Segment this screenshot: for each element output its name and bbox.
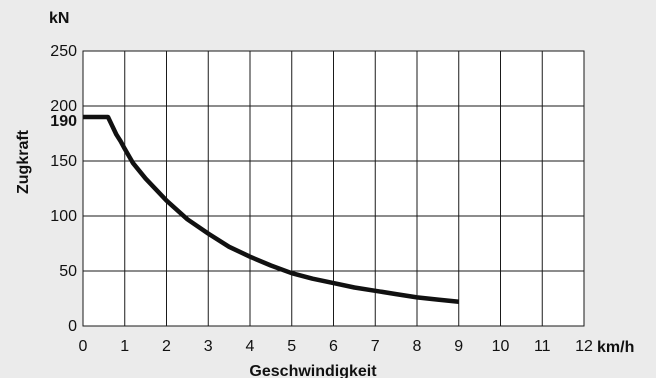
y-axis-title: Zugkraft <box>15 129 32 194</box>
x-tick-label: 8 <box>413 338 422 355</box>
x-unit-label: km/h <box>597 339 634 356</box>
y-tick-label: 200 <box>50 98 77 115</box>
x-axis-title: Geschwindigkeit <box>249 363 377 378</box>
x-tick-label: 7 <box>371 338 380 355</box>
x-tick-label: 10 <box>492 338 510 355</box>
x-tick-label: 6 <box>329 338 338 355</box>
y-tick-labels: 0 50 100 150 200 250 <box>50 43 77 335</box>
y-tick-label: 100 <box>50 208 77 225</box>
traction-curve <box>83 114 460 305</box>
x-tick-label: 0 <box>79 338 88 355</box>
x-tick-label: 12 <box>575 338 593 355</box>
x-tick-label: 2 <box>162 338 171 355</box>
grid-lines <box>83 51 584 326</box>
x-tick-label: 9 <box>454 338 463 355</box>
y-tick-label: 250 <box>50 43 77 60</box>
x-tick-label: 11 <box>534 338 551 355</box>
x-tick-label: 5 <box>287 338 296 355</box>
y-tick-label: 0 <box>68 318 77 335</box>
highlight-y-label: 190 <box>50 113 77 130</box>
y-tick-label: 150 <box>50 153 77 170</box>
x-tick-label: 3 <box>204 338 213 355</box>
y-unit-label: kN <box>49 10 69 27</box>
x-tick-label: 4 <box>246 338 255 355</box>
y-tick-label: 50 <box>59 263 77 280</box>
x-tick-labels: 0 1 2 3 4 5 6 7 8 9 10 11 12 <box>79 338 593 355</box>
x-tick-label: 1 <box>120 338 129 355</box>
